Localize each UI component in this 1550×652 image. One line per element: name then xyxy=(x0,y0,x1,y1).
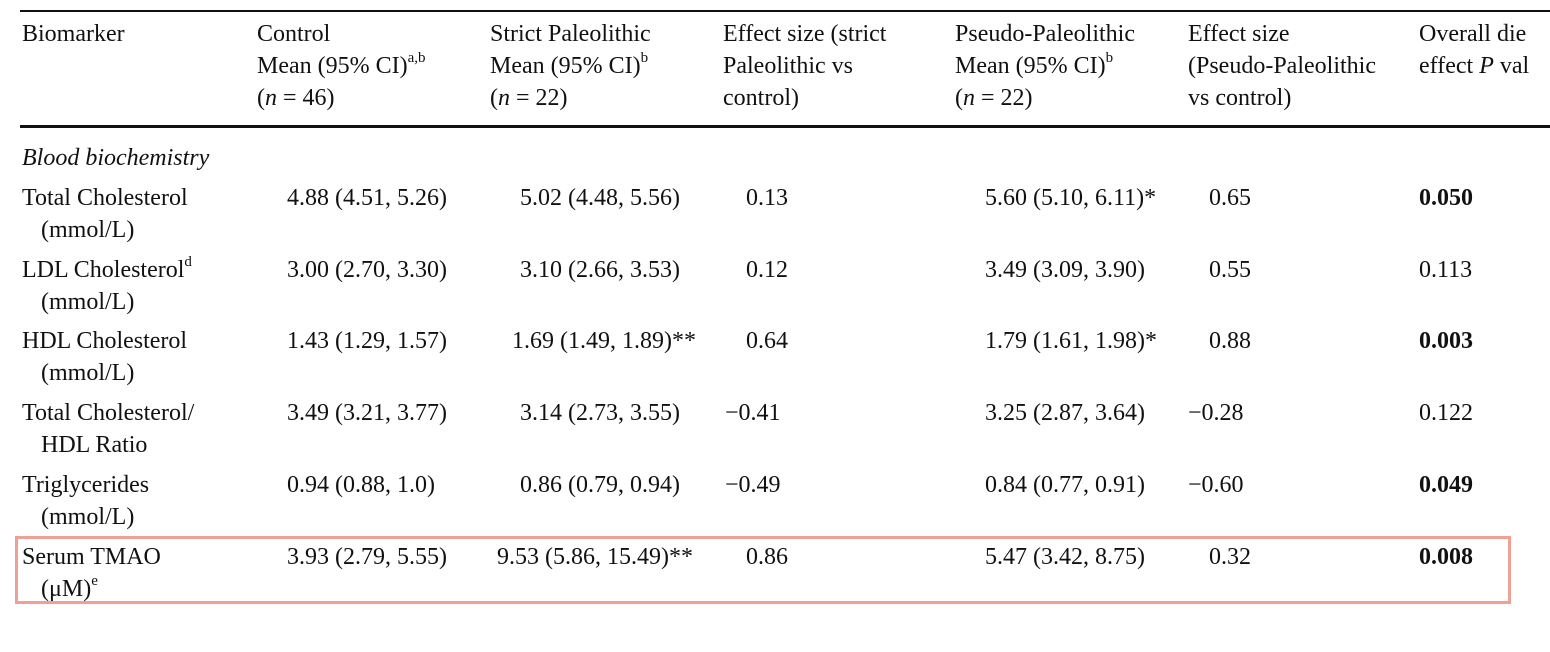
cell-effect-size-strict: −0.49 xyxy=(725,472,781,498)
cell-control: 3.00 (2.70, 3.30) xyxy=(287,257,447,283)
section-title: Blood biochemistry xyxy=(22,145,210,171)
cell-effect-size-pseudo: 0.88 xyxy=(1209,328,1251,354)
header-effect-size-pseudo: Effect size (Pseudo-Paleolithic vs contr… xyxy=(1188,21,1376,111)
cell-effect-size-pseudo: −0.60 xyxy=(1188,472,1244,498)
cell-pseudo-paleolithic: 5.47 (3.42, 8.75) xyxy=(985,544,1145,570)
cell-p-value: 0.003 xyxy=(1419,328,1473,354)
table-top-rule xyxy=(20,10,1550,12)
header-biomarker: Biomarker xyxy=(22,21,125,47)
biomarker-name-line2: (mmol/L) xyxy=(41,289,135,315)
cell-strict-paleolithic: 1.69 (1.49, 1.89)** xyxy=(512,328,696,354)
cell-control: 3.93 (2.79, 5.55) xyxy=(287,544,447,570)
cell-effect-size-pseudo: −0.28 xyxy=(1188,400,1244,426)
cell-effect-size-pseudo: 0.55 xyxy=(1209,257,1251,283)
row-biomarker-name: HDL Cholesterol (mmol/L) xyxy=(22,325,187,389)
header-effect-size-strict: Effect size (strict Paleolithic vs contr… xyxy=(723,21,887,111)
cell-strict-paleolithic: 5.02 (4.48, 5.56) xyxy=(520,185,680,211)
row-biomarker-name: Total Cholesterol (mmol/L) xyxy=(22,182,188,246)
cell-p-value: 0.008 xyxy=(1419,544,1473,570)
biomarker-name-line2: (mmol/L) xyxy=(41,504,135,530)
row-biomarker-name: Triglycerides (mmol/L) xyxy=(22,469,149,533)
cell-control: 0.94 (0.88, 1.0) xyxy=(287,472,435,498)
cell-strict-paleolithic: 3.14 (2.73, 3.55) xyxy=(520,400,680,426)
cell-control: 4.88 (4.51, 5.26) xyxy=(287,185,447,211)
cell-p-value: 0.049 xyxy=(1419,472,1473,498)
cell-effect-size-strict: 0.86 xyxy=(746,544,788,570)
biomarker-name-line2: (mmol/L) xyxy=(41,217,135,243)
cell-effect-size-pseudo: 0.32 xyxy=(1209,544,1251,570)
header-strict-paleolithic: Strict Paleolithic Mean (95% CI)b (n = 2… xyxy=(490,21,651,111)
header-control: Control Mean (95% CI)a,b (n = 46) xyxy=(257,21,426,111)
row-biomarker-name: Serum TMAO (μM)e xyxy=(22,541,161,605)
cell-strict-paleolithic: 9.53 (5.86, 15.49)** xyxy=(497,544,693,570)
cell-control: 1.43 (1.29, 1.57) xyxy=(287,328,447,354)
highlight-box xyxy=(15,536,1511,604)
cell-control: 3.49 (3.21, 3.77) xyxy=(287,400,447,426)
cell-effect-size-strict: 0.64 xyxy=(746,328,788,354)
biomarker-name-line2: (μM)e xyxy=(41,573,98,603)
biomarker-name-line1: Serum TMAO xyxy=(22,544,161,570)
biomarker-name-line1: Triglycerides xyxy=(22,472,150,498)
cell-pseudo-paleolithic: 3.49 (3.09, 3.90) xyxy=(985,257,1145,283)
table-header-rule xyxy=(20,125,1550,128)
biomarker-name-line1: Total Cholesterol xyxy=(22,185,188,211)
cell-strict-paleolithic: 3.10 (2.66, 3.53) xyxy=(520,257,680,283)
header-overall-p-value: Overall die effect P val xyxy=(1419,21,1530,79)
cell-pseudo-paleolithic: 3.25 (2.87, 3.64) xyxy=(985,400,1145,426)
cell-pseudo-paleolithic: 5.60 (5.10, 6.11)* xyxy=(985,185,1157,211)
cell-effect-size-strict: −0.41 xyxy=(725,400,781,426)
cell-effect-size-strict: 0.13 xyxy=(746,185,788,211)
cell-p-value: 0.122 xyxy=(1419,400,1473,426)
row-biomarker-name: LDL Cholesterold (mmol/L) xyxy=(22,254,192,318)
row-biomarker-name: Total Cholesterol/HDL Ratio xyxy=(22,397,194,461)
cell-p-value: 0.050 xyxy=(1419,185,1473,211)
biomarker-name-line1: HDL Cholesterol xyxy=(22,328,188,354)
cell-p-value: 0.113 xyxy=(1419,257,1473,283)
biomarker-name-line1: LDL Cholesterold xyxy=(22,254,192,284)
cell-effect-size-strict: 0.12 xyxy=(746,257,788,283)
header-pseudo-paleolithic: Pseudo-Paleolithic Mean (95% CI)b (n = 2… xyxy=(955,21,1135,111)
biomarker-name-line2: HDL Ratio xyxy=(41,432,148,458)
cell-pseudo-paleolithic: 1.79 (1.61, 1.98)* xyxy=(985,328,1157,354)
biomarker-name-line1: Total Cholesterol/ xyxy=(22,400,195,426)
biomarker-name-line2: (mmol/L) xyxy=(41,360,135,386)
cell-pseudo-paleolithic: 0.84 (0.77, 0.91) xyxy=(985,472,1145,498)
cell-effect-size-pseudo: 0.65 xyxy=(1209,185,1251,211)
cell-strict-paleolithic: 0.86 (0.79, 0.94) xyxy=(520,472,680,498)
